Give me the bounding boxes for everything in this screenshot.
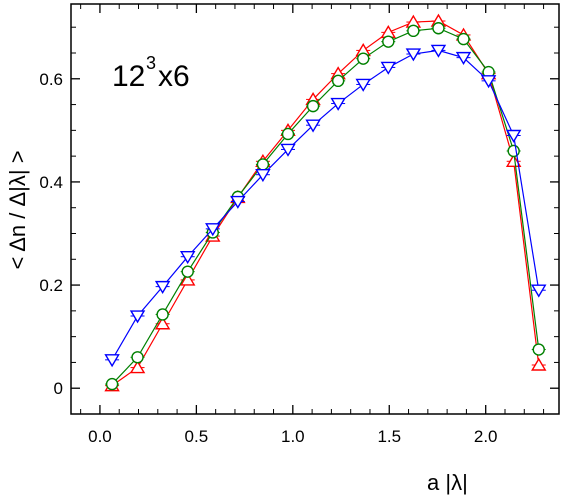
series-layer <box>104 13 547 392</box>
data-point <box>306 99 320 113</box>
data-point <box>179 251 196 265</box>
x-tick-label: 1.0 <box>281 427 305 446</box>
data-point <box>505 153 522 167</box>
data-point <box>357 52 370 65</box>
data-point <box>179 272 196 286</box>
data-point <box>380 61 397 75</box>
data-point <box>104 354 120 368</box>
series-line <box>111 49 540 361</box>
y-tick-labels: 0 0.2 0.4 0.6 <box>39 70 63 398</box>
plot-frame <box>70 3 560 415</box>
data-point <box>280 143 296 157</box>
annotation-base: 12 <box>112 60 145 93</box>
data-point <box>455 51 472 66</box>
data-point <box>355 78 371 92</box>
annotation-label: 12 3 x6 <box>112 53 190 93</box>
data-point <box>255 169 271 183</box>
data-point <box>154 280 171 294</box>
x-axis-label: a |λ| <box>427 470 468 495</box>
data-point <box>230 195 246 209</box>
data-point <box>181 265 194 278</box>
x-tick-label: 1.5 <box>377 427 401 446</box>
data-point <box>154 316 171 330</box>
y-tick-label: 0.6 <box>39 70 63 89</box>
annotation-sup: 3 <box>146 53 156 73</box>
y-tick-label: 0 <box>54 379 63 398</box>
x-tick-label: 0.5 <box>185 427 209 446</box>
y-axis-label: < Δn / Δ|λ| > <box>5 150 30 269</box>
data-point <box>505 129 522 143</box>
y-tick-label: 0.4 <box>39 173 63 192</box>
data-point <box>532 343 545 356</box>
data-point <box>507 144 520 158</box>
x-tick-label: 2.0 <box>474 427 498 446</box>
data-point <box>531 284 547 298</box>
series-triangle-down <box>104 44 547 368</box>
data-point <box>129 360 146 374</box>
data-point <box>205 223 221 237</box>
y-tick-label: 0.2 <box>39 276 63 295</box>
data-point <box>256 158 270 171</box>
data-point <box>281 127 295 141</box>
data-point <box>131 351 144 364</box>
x-tick-label: 0.0 <box>88 427 112 446</box>
data-point <box>105 377 119 391</box>
data-point <box>330 97 346 111</box>
data-point <box>407 24 420 38</box>
data-point <box>432 22 445 35</box>
data-point <box>382 35 395 48</box>
series-line <box>111 27 540 385</box>
x-tick-labels: 0.0 0.5 1.0 1.5 2.0 <box>88 427 497 446</box>
data-point <box>129 310 146 324</box>
data-point <box>331 74 345 88</box>
data-point <box>531 357 547 371</box>
annotation-rest: x6 <box>158 60 190 93</box>
axis-ticks <box>71 4 559 414</box>
data-point <box>457 32 470 46</box>
data-point <box>405 48 422 62</box>
data-point <box>480 75 497 89</box>
data-point <box>305 119 321 133</box>
series-circle <box>105 22 546 391</box>
data-point <box>430 44 447 58</box>
data-point <box>156 308 169 321</box>
